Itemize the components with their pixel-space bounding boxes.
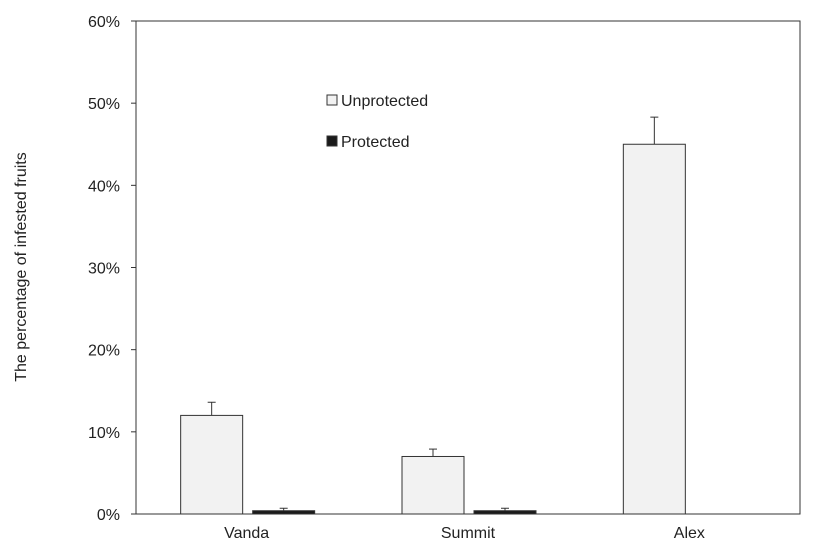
bars xyxy=(180,116,686,515)
bar-unprotected-alex xyxy=(622,143,686,515)
x-tick-label: Summit xyxy=(441,525,496,542)
legend-label: Protected xyxy=(341,134,409,151)
y-tick-label: 20% xyxy=(88,343,120,360)
y-tick-label: 30% xyxy=(88,261,120,278)
y-tick-label: 50% xyxy=(88,96,120,113)
x-tick-label: Alex xyxy=(674,525,705,542)
legend-swatch xyxy=(326,135,338,147)
legend-swatch xyxy=(326,94,338,106)
y-axis: 0% 10% 20% 30% 40% 50% 60% xyxy=(88,14,136,524)
x-axis: Vanda Summit Alex xyxy=(224,525,705,542)
bar-unprotected-vanda xyxy=(180,414,244,515)
y-tick-label: 0% xyxy=(97,507,120,524)
y-axis-title: The percentage of infested fruits xyxy=(13,152,30,381)
y-tick-label: 60% xyxy=(88,14,120,31)
bar-unprotected-summit xyxy=(401,455,465,515)
legend: Unprotected Protected xyxy=(326,93,428,151)
bar-protected-vanda xyxy=(252,510,316,515)
y-tick-label: 10% xyxy=(88,425,120,442)
y-tick-label: 40% xyxy=(88,178,120,195)
legend-label: Unprotected xyxy=(341,93,428,110)
bar-protected-summit xyxy=(473,510,537,515)
x-tick-label: Vanda xyxy=(224,525,269,542)
